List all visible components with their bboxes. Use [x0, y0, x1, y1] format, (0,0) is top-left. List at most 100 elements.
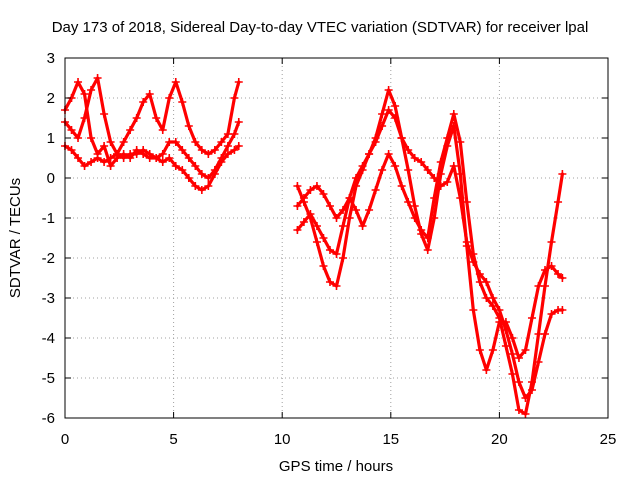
data-point [191, 138, 200, 146]
data-point [132, 114, 141, 122]
data-point [508, 370, 517, 378]
data-point [152, 154, 161, 162]
data-point [234, 142, 243, 150]
data-point [204, 182, 213, 190]
y-tick-label: -2 [42, 250, 55, 267]
data-point [417, 158, 426, 166]
data-point [391, 162, 400, 170]
data-point [514, 406, 523, 414]
data-point [456, 138, 465, 146]
data-point [558, 306, 567, 314]
data-point [456, 170, 465, 178]
data-point [449, 110, 458, 118]
data-point [514, 378, 523, 386]
data-point [325, 246, 334, 254]
series-track-1 [61, 118, 243, 182]
data-point [306, 214, 315, 222]
data-point [178, 146, 187, 154]
data-point [488, 346, 497, 354]
data-point [475, 278, 484, 286]
series-line [295, 108, 564, 400]
data-point [100, 110, 109, 118]
data-point [306, 186, 315, 194]
data-point [345, 214, 354, 222]
data-series [61, 74, 567, 418]
data-point [365, 150, 374, 158]
data-point [293, 202, 302, 210]
y-tick-label: -6 [42, 410, 55, 427]
data-point [482, 366, 491, 374]
data-point [423, 246, 432, 254]
data-point [184, 122, 193, 130]
data-point [527, 314, 536, 322]
data-point [80, 162, 89, 170]
data-point [501, 342, 510, 350]
data-point [119, 150, 128, 158]
data-point [469, 306, 478, 314]
data-point [74, 154, 83, 162]
series-track-6 [293, 86, 567, 374]
data-point [521, 410, 530, 418]
data-point [332, 250, 341, 258]
series-track-2 [61, 74, 243, 158]
y-tick-label: -1 [42, 210, 55, 227]
y-tick-label: 0 [47, 170, 55, 187]
data-point [184, 174, 193, 182]
data-point [204, 150, 213, 158]
data-point [404, 166, 413, 174]
data-point [508, 350, 517, 358]
data-point [152, 114, 161, 122]
data-point [325, 202, 334, 210]
data-point [223, 150, 232, 158]
data-point [404, 198, 413, 206]
data-point [171, 138, 180, 146]
data-point [332, 214, 341, 222]
x-tick-label: 10 [274, 431, 291, 448]
data-point [312, 238, 321, 246]
data-point [488, 302, 497, 310]
data-point [234, 118, 243, 126]
data-point [145, 90, 154, 98]
data-point [312, 222, 321, 230]
data-point [223, 130, 232, 138]
data-point [223, 142, 232, 150]
y-tick-label: -4 [42, 330, 55, 347]
data-point [87, 134, 96, 142]
data-point [501, 318, 510, 326]
data-point [430, 214, 439, 222]
data-point [210, 170, 219, 178]
data-point [384, 150, 393, 158]
series-line [295, 88, 564, 372]
data-point [113, 154, 122, 162]
data-point [217, 158, 226, 166]
data-point [554, 198, 563, 206]
data-point [119, 138, 128, 146]
data-point [547, 238, 556, 246]
data-point [527, 378, 536, 386]
data-point [217, 138, 226, 146]
data-point [534, 282, 543, 290]
data-point [397, 134, 406, 142]
data-point [384, 106, 393, 114]
data-point [482, 294, 491, 302]
data-point [67, 146, 76, 154]
data-point [417, 230, 426, 238]
data-point [358, 222, 367, 230]
data-point [171, 162, 180, 170]
data-point [126, 126, 135, 134]
data-point [184, 154, 193, 162]
data-point [234, 78, 243, 86]
data-point [469, 250, 478, 258]
data-point [319, 234, 328, 242]
data-point [230, 94, 239, 102]
data-point [67, 126, 76, 134]
data-point [293, 182, 302, 190]
data-point [312, 182, 321, 190]
data-point [299, 198, 308, 206]
data-point [100, 142, 109, 150]
data-point [210, 146, 219, 154]
data-point [165, 94, 174, 102]
data-point [449, 122, 458, 130]
